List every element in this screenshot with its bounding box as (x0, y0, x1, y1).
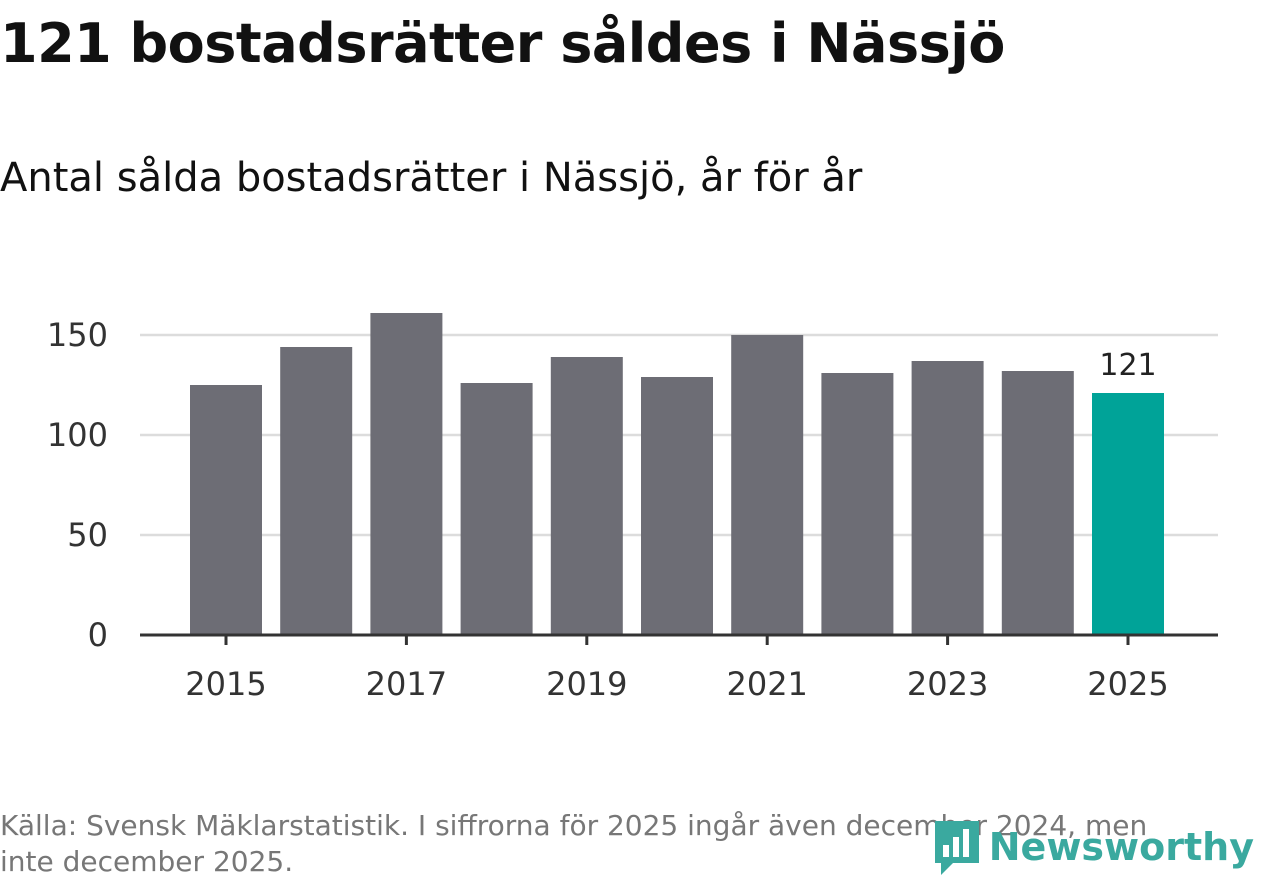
bar-2016 (280, 347, 353, 635)
bar-2024 (1001, 371, 1074, 635)
x-tick-label-2019: 2019 (546, 665, 627, 703)
chart-title: 121 bostadsrätter såldes i Nässjö (0, 12, 1005, 75)
data-label-2025: 121 (1099, 348, 1156, 383)
bar-2023 (911, 361, 984, 635)
x-tick-label-2023: 2023 (907, 665, 988, 703)
x-tick-label-2021: 2021 (726, 665, 807, 703)
y-tick-label-100: 100 (47, 416, 108, 454)
bar-2018 (460, 383, 533, 635)
bar-2015 (190, 385, 262, 635)
bar-chart-logo-icon (934, 821, 979, 875)
bar-2017 (370, 313, 443, 635)
y-tick-label-0: 0 (88, 616, 108, 654)
bar-2020 (641, 377, 713, 635)
y-tick-label-50: 50 (67, 516, 108, 554)
bar-2022 (821, 373, 894, 635)
bar-2021 (731, 335, 804, 635)
newsworthy-logo: Newsworthy (931, 816, 1254, 878)
x-tick-label-2017: 2017 (366, 665, 447, 703)
y-tick-label-150: 150 (47, 316, 108, 354)
bar-2025 (1092, 393, 1164, 635)
brand-name: Newsworthy (988, 825, 1254, 869)
bar-2019 (550, 357, 623, 635)
x-tick-label-2025: 2025 (1087, 665, 1168, 703)
chart-subtitle: Antal sålda bostadsrätter i Nässjö, år f… (0, 155, 863, 201)
x-tick-label-2015: 2015 (185, 665, 266, 703)
